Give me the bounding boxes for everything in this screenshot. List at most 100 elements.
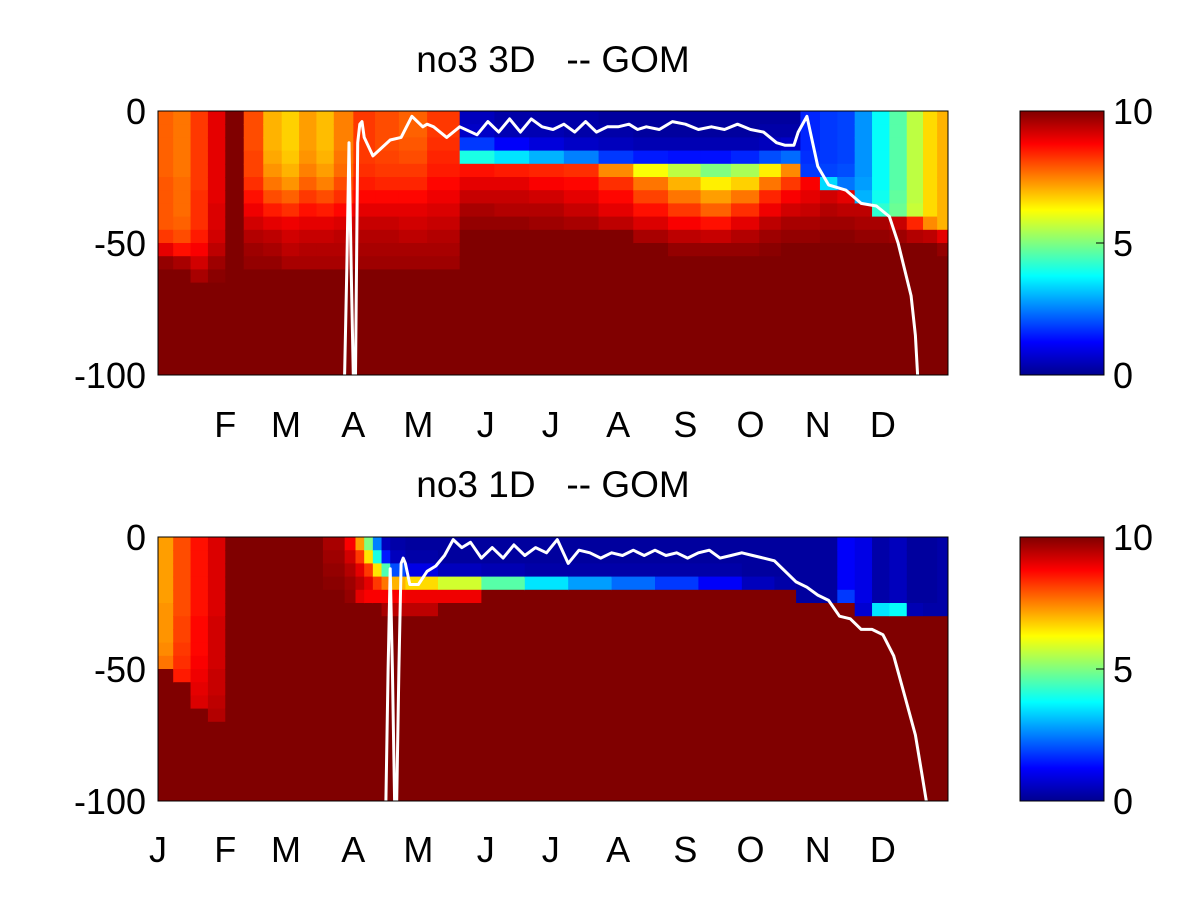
heatmap-cell [568, 616, 613, 631]
heatmap-cell [173, 616, 192, 631]
heatmap-cell [158, 229, 174, 244]
heatmap-cell [225, 203, 245, 218]
heatmap-cell [906, 616, 924, 631]
heatmap-cell [353, 335, 376, 350]
heatmap-cell [837, 203, 856, 218]
heatmap-cell [355, 655, 365, 670]
heatmap-cell [225, 550, 250, 565]
heatmap-cell [344, 550, 357, 565]
heatmap-cell [923, 550, 938, 565]
heatmap-cell [173, 589, 192, 604]
heatmap-cell [207, 229, 227, 244]
heatmap-cell [173, 190, 192, 205]
heatmap-cell [375, 322, 400, 337]
heatmap-cell [459, 203, 496, 218]
heatmap-cell [190, 589, 209, 604]
heatmap-cell [780, 216, 802, 231]
heatmap-cell [249, 721, 287, 736]
heatmap-cell [837, 243, 856, 257]
heatmap-cell [872, 748, 891, 763]
heatmap-cell [529, 177, 565, 191]
heatmap-cell [889, 735, 908, 749]
heatmap-cell [190, 203, 209, 218]
heatmap-cell [190, 761, 209, 776]
heatmap-cell [598, 361, 635, 375]
heatmap-cell [299, 322, 318, 337]
heatmap-cell [700, 243, 732, 257]
heatmap-cell [529, 269, 565, 284]
heatmap-cell [730, 282, 760, 297]
heatmap-cell [837, 787, 856, 801]
heatmap-cell [730, 295, 760, 310]
heatmap-cell [800, 190, 821, 205]
heatmap-cell [299, 137, 318, 152]
heatmap-cell [854, 603, 873, 617]
heatmap-cell [173, 655, 192, 670]
heatmap-cell [405, 721, 439, 736]
heatmap-cell [398, 348, 428, 363]
heatmap-cell [173, 295, 192, 310]
heatmap-cell [375, 335, 400, 350]
heatmap-cell [800, 137, 821, 152]
heatmap-cell [524, 603, 569, 617]
heatmap-cell [263, 243, 283, 257]
heatmap-cell [837, 563, 856, 578]
heatmap-cell [207, 216, 227, 231]
heatmap-cell [923, 124, 938, 139]
heatmap-cell [872, 642, 891, 657]
heatmap-cell [481, 748, 526, 763]
heatmap-cell [759, 256, 782, 271]
heatmap-cell [854, 150, 873, 165]
heatmap-cell [173, 550, 192, 565]
heatmap-cell [263, 309, 283, 323]
heatmap-cell [872, 269, 891, 284]
heatmap-cell [889, 748, 908, 763]
heatmap-cell [243, 190, 265, 205]
heatmap-cell [524, 589, 569, 604]
heatmap-cell [322, 708, 346, 723]
heatmap-cell [364, 735, 374, 749]
heatmap-cell [937, 269, 948, 284]
heatmap-cell [698, 708, 743, 723]
heatmap-cell [598, 203, 635, 218]
heatmap-cell [190, 256, 209, 271]
heatmap-cell [872, 190, 891, 205]
heatmap-cell [207, 682, 227, 697]
heatmap-cell [937, 708, 948, 723]
heatmap-cell [633, 348, 669, 363]
heatmap-cell [759, 282, 782, 297]
heatmap-cell [937, 256, 948, 271]
heatmap-cell [263, 111, 283, 125]
heatmap-cell [322, 642, 346, 657]
heatmap-cell [837, 322, 856, 337]
heatmap-cell [225, 124, 245, 139]
heatmap-cell [459, 256, 496, 271]
heatmap-cell [819, 190, 839, 205]
heatmap-cell [281, 229, 300, 244]
heatmap-cell [837, 256, 856, 271]
heatmap-cell [837, 309, 856, 323]
heatmap-cell [390, 616, 407, 631]
heatmap-cell [207, 589, 227, 604]
heatmap-cell [158, 295, 174, 310]
heatmap-cell [800, 295, 821, 310]
heatmap-cell [364, 563, 374, 578]
heatmap-cell [225, 282, 245, 297]
heatmap-cell [937, 243, 948, 257]
heatmap-cell [344, 774, 357, 789]
heatmap-cell [611, 616, 656, 631]
heatmap-cell [817, 537, 839, 551]
heatmap-cell [529, 190, 565, 205]
heatmap-cell [225, 669, 250, 683]
heatmap-cell [854, 124, 873, 139]
heatmap-cell [173, 216, 192, 231]
heatmap-cell [889, 203, 908, 218]
heatmap-cell [611, 589, 656, 604]
heatmap-cell [741, 761, 776, 776]
heatmap-cell [655, 629, 700, 644]
heatmap-cell [225, 150, 245, 165]
heatmap-cell [249, 616, 287, 631]
heatmap-cell [937, 682, 948, 697]
heatmap-cell [730, 322, 760, 337]
